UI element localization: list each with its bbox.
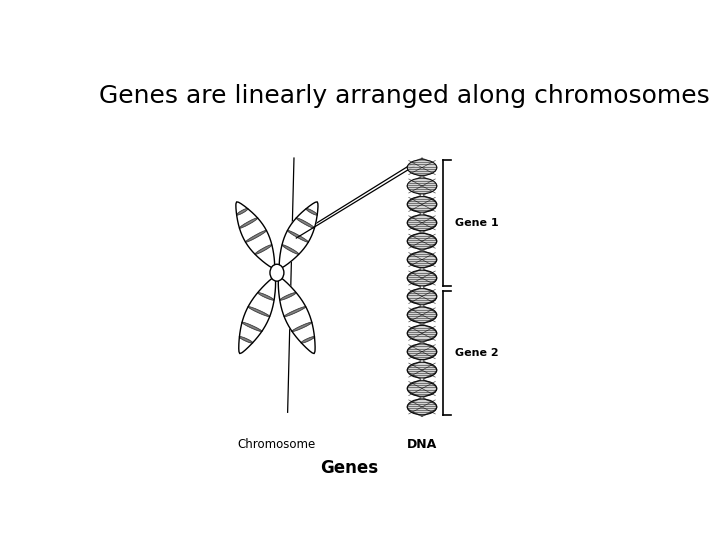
Ellipse shape: [239, 218, 258, 228]
Ellipse shape: [280, 293, 296, 300]
Ellipse shape: [239, 336, 253, 343]
Text: Genes: Genes: [320, 458, 379, 476]
Ellipse shape: [408, 326, 437, 341]
Ellipse shape: [255, 245, 272, 254]
Ellipse shape: [270, 264, 284, 281]
Ellipse shape: [236, 208, 248, 215]
Text: DNA: DNA: [407, 438, 437, 451]
Ellipse shape: [248, 307, 270, 317]
Ellipse shape: [248, 232, 264, 240]
Text: Gene 1: Gene 1: [454, 218, 498, 228]
Ellipse shape: [287, 230, 309, 242]
Ellipse shape: [408, 233, 437, 249]
Ellipse shape: [408, 178, 437, 194]
Ellipse shape: [408, 289, 437, 304]
Ellipse shape: [408, 270, 437, 286]
Ellipse shape: [259, 293, 271, 299]
Ellipse shape: [244, 323, 259, 330]
Polygon shape: [278, 277, 315, 354]
Ellipse shape: [294, 323, 309, 330]
Ellipse shape: [301, 336, 315, 343]
Ellipse shape: [285, 246, 297, 253]
Ellipse shape: [296, 218, 315, 228]
Ellipse shape: [299, 220, 312, 227]
Polygon shape: [239, 277, 276, 354]
Ellipse shape: [292, 322, 312, 332]
Ellipse shape: [258, 293, 274, 300]
Ellipse shape: [408, 252, 437, 267]
Ellipse shape: [408, 197, 437, 212]
Ellipse shape: [408, 307, 437, 323]
Ellipse shape: [242, 322, 262, 332]
Ellipse shape: [258, 246, 270, 253]
Text: Gene 2: Gene 2: [454, 348, 498, 358]
Ellipse shape: [242, 219, 256, 227]
Ellipse shape: [408, 399, 437, 415]
Text: Chromosome: Chromosome: [238, 438, 316, 451]
Ellipse shape: [238, 209, 247, 214]
Ellipse shape: [308, 210, 316, 214]
Polygon shape: [236, 202, 275, 269]
Ellipse shape: [282, 245, 299, 254]
Ellipse shape: [291, 232, 306, 241]
Polygon shape: [279, 202, 318, 269]
Ellipse shape: [306, 208, 318, 215]
Ellipse shape: [408, 160, 437, 176]
Ellipse shape: [408, 215, 437, 231]
Text: Genes are linearly arranged along chromosomes: Genes are linearly arranged along chromo…: [99, 84, 710, 108]
Ellipse shape: [240, 337, 251, 342]
Ellipse shape: [408, 381, 437, 396]
Ellipse shape: [251, 308, 266, 315]
Ellipse shape: [284, 307, 306, 317]
Ellipse shape: [408, 344, 437, 360]
Ellipse shape: [282, 294, 293, 299]
Ellipse shape: [302, 338, 312, 342]
Ellipse shape: [408, 362, 437, 378]
Ellipse shape: [246, 230, 266, 242]
Ellipse shape: [287, 308, 302, 315]
